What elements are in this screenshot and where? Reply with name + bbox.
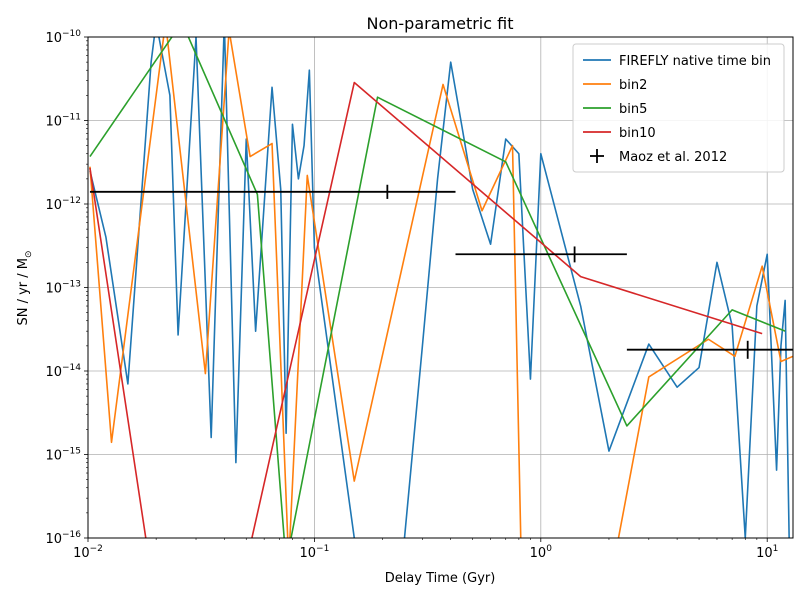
y-tick-label: 10−11 <box>45 113 81 130</box>
axis-ticks: 10−2 10−1 100 10110−1610−1510−1410−1310−121… <box>45 29 778 561</box>
series-layer <box>89 37 793 538</box>
observation-layer <box>89 184 793 359</box>
legend-label-4: bin10 <box>619 126 656 141</box>
legend-label-5: Maoz et al. 2012 <box>619 150 727 165</box>
series-line-3 <box>89 37 786 538</box>
x-tick-label: 101 <box>756 544 778 561</box>
x-tick-exponent: 1 <box>773 544 779 554</box>
x-tick-base: 10 <box>756 546 773 561</box>
x-tick-label: 100 <box>530 544 553 561</box>
y-tick-label: 10−15 <box>45 447 81 464</box>
y-axis-label-subscript: ⊙ <box>24 250 34 258</box>
y-axis-label: SN / yr / M⊙ <box>16 250 34 325</box>
y-tick-label: 10−10 <box>45 29 81 46</box>
x-tick-label: 10−2 <box>73 544 103 561</box>
legend-box <box>572 43 785 173</box>
legend: FIREFLY native time bin bin2 bin5 bin10 Maoz… <box>572 43 785 173</box>
y-tick-label: 10−14 <box>45 363 81 380</box>
y-tick-exponent: −11 <box>62 113 81 123</box>
y-tick-exponent: −16 <box>62 530 81 540</box>
series-line-4 <box>89 81 763 538</box>
y-tick-base: 10 <box>45 198 62 213</box>
y-tick-exponent: −14 <box>62 363 81 373</box>
y-tick-exponent: −10 <box>62 29 81 39</box>
y-tick-base: 10 <box>45 365 62 380</box>
y-tick-base: 10 <box>45 449 62 464</box>
y-tick-label: 10−13 <box>45 280 81 297</box>
y-tick-base: 10 <box>45 31 62 46</box>
legend-label-3: bin5 <box>619 102 647 117</box>
x-tick-exponent: 0 <box>546 544 552 554</box>
x-tick-base: 10 <box>299 546 316 561</box>
x-axis-label: Delay Time (Gyr) <box>385 571 496 586</box>
x-tick-exponent: −2 <box>90 544 103 554</box>
y-tick-exponent: −15 <box>62 447 81 457</box>
maoz-data-point-3 <box>626 340 793 359</box>
legend-marker-maoz <box>590 149 604 163</box>
chart-title: Non-parametric fit <box>367 14 514 33</box>
y-tick-exponent: −12 <box>62 196 81 206</box>
y-tick-label: 10−16 <box>45 530 81 547</box>
x-tick-base: 10 <box>530 546 547 561</box>
maoz-data-point-1 <box>89 184 456 199</box>
maoz-data-point-2 <box>455 246 627 263</box>
y-tick-exponent: −13 <box>62 280 81 290</box>
y-tick-base: 10 <box>45 282 62 297</box>
x-tick-exponent: −1 <box>316 544 329 554</box>
y-tick-base: 10 <box>45 532 62 547</box>
legend-label-2: bin2 <box>619 78 647 93</box>
x-tick-base: 10 <box>73 546 90 561</box>
y-tick-label: 10−12 <box>45 196 81 213</box>
series-line-2 <box>89 37 793 538</box>
series-line-1 <box>89 37 790 538</box>
y-tick-base: 10 <box>45 115 62 130</box>
x-tick-label: 10−1 <box>299 544 329 561</box>
legend-label-1: FIREFLY native time bin <box>619 54 771 69</box>
y-axis-label-text: SN / yr / M <box>16 258 31 326</box>
